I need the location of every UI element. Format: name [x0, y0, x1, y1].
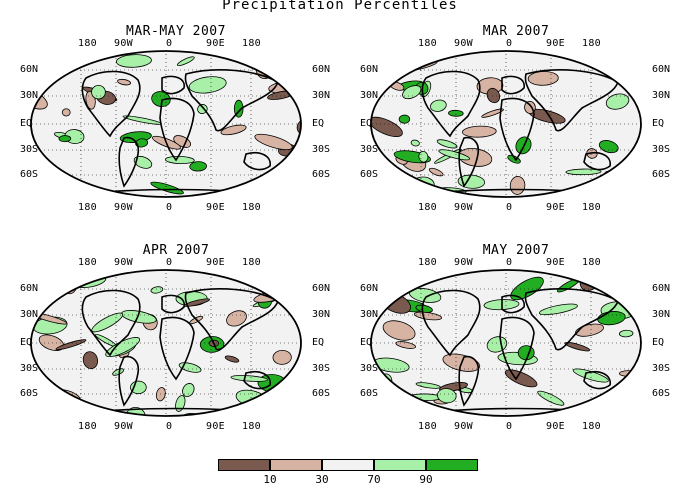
world-map — [356, 257, 676, 421]
world-map — [356, 38, 676, 202]
lon-label-bottom: 180 — [242, 421, 261, 432]
lon-label-bottom: 180 — [78, 421, 97, 432]
legend-tick-10: 10 — [263, 473, 276, 486]
dry-region — [309, 261, 319, 269]
lon-label-bottom: 180 — [582, 202, 601, 213]
dry-region — [191, 257, 213, 262]
legend-box-normal — [322, 459, 374, 471]
wet-region — [91, 85, 105, 99]
dry-region — [62, 109, 70, 117]
legend-box-dry — [270, 459, 322, 471]
very-wet-region — [399, 115, 410, 123]
dry-region — [614, 257, 641, 262]
world-map — [16, 257, 336, 421]
lon-label-bottom: 90E — [546, 421, 565, 432]
very-wet-region — [59, 135, 71, 141]
normal-background — [16, 257, 336, 421]
wet-region — [241, 38, 263, 40]
lon-label-bottom: 90W — [114, 202, 133, 213]
dry-region — [649, 257, 676, 273]
lon-label-bottom: 90E — [206, 421, 225, 432]
lon-label-bottom: 180 — [78, 202, 97, 213]
dry-region — [273, 350, 292, 365]
very-dry-region — [467, 257, 484, 264]
wet-region — [646, 333, 659, 347]
very-wet-region — [584, 260, 612, 275]
legend-box-very-dry — [218, 459, 270, 471]
very-wet-region — [313, 257, 336, 281]
dry-region — [597, 267, 617, 275]
very-wet-region — [448, 110, 463, 117]
lon-label-bottom: 180 — [418, 202, 437, 213]
lon-label-bottom: 180 — [242, 202, 261, 213]
wet-region — [32, 417, 50, 421]
legend-box-wet — [374, 459, 426, 471]
lon-label-bottom: 180 — [582, 421, 601, 432]
dry-region — [114, 38, 134, 45]
lon-label-bottom: 90E — [546, 202, 565, 213]
normal-background — [16, 38, 336, 202]
lon-label-bottom: 90W — [454, 421, 473, 432]
lon-label-bottom: 0 — [506, 202, 512, 213]
wet-region — [619, 330, 633, 337]
wet-region — [85, 194, 117, 202]
lon-label-bottom: 90E — [206, 202, 225, 213]
legend-tick-90: 90 — [419, 473, 432, 486]
wet-region — [460, 38, 477, 41]
very-dry-region — [624, 257, 641, 271]
very-wet-region — [363, 67, 376, 83]
world-map — [16, 38, 336, 202]
legend-box-very-wet — [426, 459, 478, 471]
lon-label-bottom: 90W — [114, 421, 133, 432]
dry-region — [495, 257, 529, 259]
lon-label-bottom: 90W — [454, 202, 473, 213]
dry-region — [356, 378, 361, 401]
lon-label-bottom: 0 — [166, 202, 172, 213]
panel-title: APR 2007 — [16, 243, 336, 258]
lon-label-bottom: 0 — [166, 421, 172, 432]
panel-title: MAR-MAY 2007 — [16, 24, 336, 39]
figure-title: Precipitation Percentiles — [0, 0, 680, 13]
lon-label-bottom: 0 — [506, 421, 512, 432]
legend-tick-70: 70 — [367, 473, 380, 486]
very-wet-region — [518, 346, 534, 360]
legend-tick-30: 30 — [315, 473, 328, 486]
panel-title: MAY 2007 — [356, 243, 676, 258]
wet-region — [573, 261, 589, 272]
lon-label-bottom: 180 — [418, 421, 437, 432]
panel-title: MAR 2007 — [356, 24, 676, 39]
